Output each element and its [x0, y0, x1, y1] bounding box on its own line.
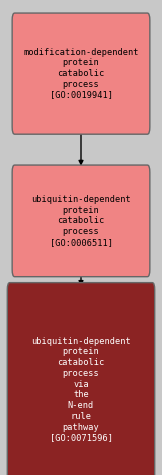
FancyBboxPatch shape	[7, 283, 155, 475]
FancyBboxPatch shape	[12, 165, 150, 276]
FancyBboxPatch shape	[12, 13, 150, 134]
Text: ubiquitin-dependent
protein
catabolic
process
[GO:0006511]: ubiquitin-dependent protein catabolic pr…	[31, 195, 131, 247]
Text: ubiquitin-dependent
protein
catabolic
process
via
the
N-end
rule
pathway
[GO:007: ubiquitin-dependent protein catabolic pr…	[31, 337, 131, 442]
Text: modification-dependent
protein
catabolic
process
[GO:0019941]: modification-dependent protein catabolic…	[23, 48, 139, 100]
